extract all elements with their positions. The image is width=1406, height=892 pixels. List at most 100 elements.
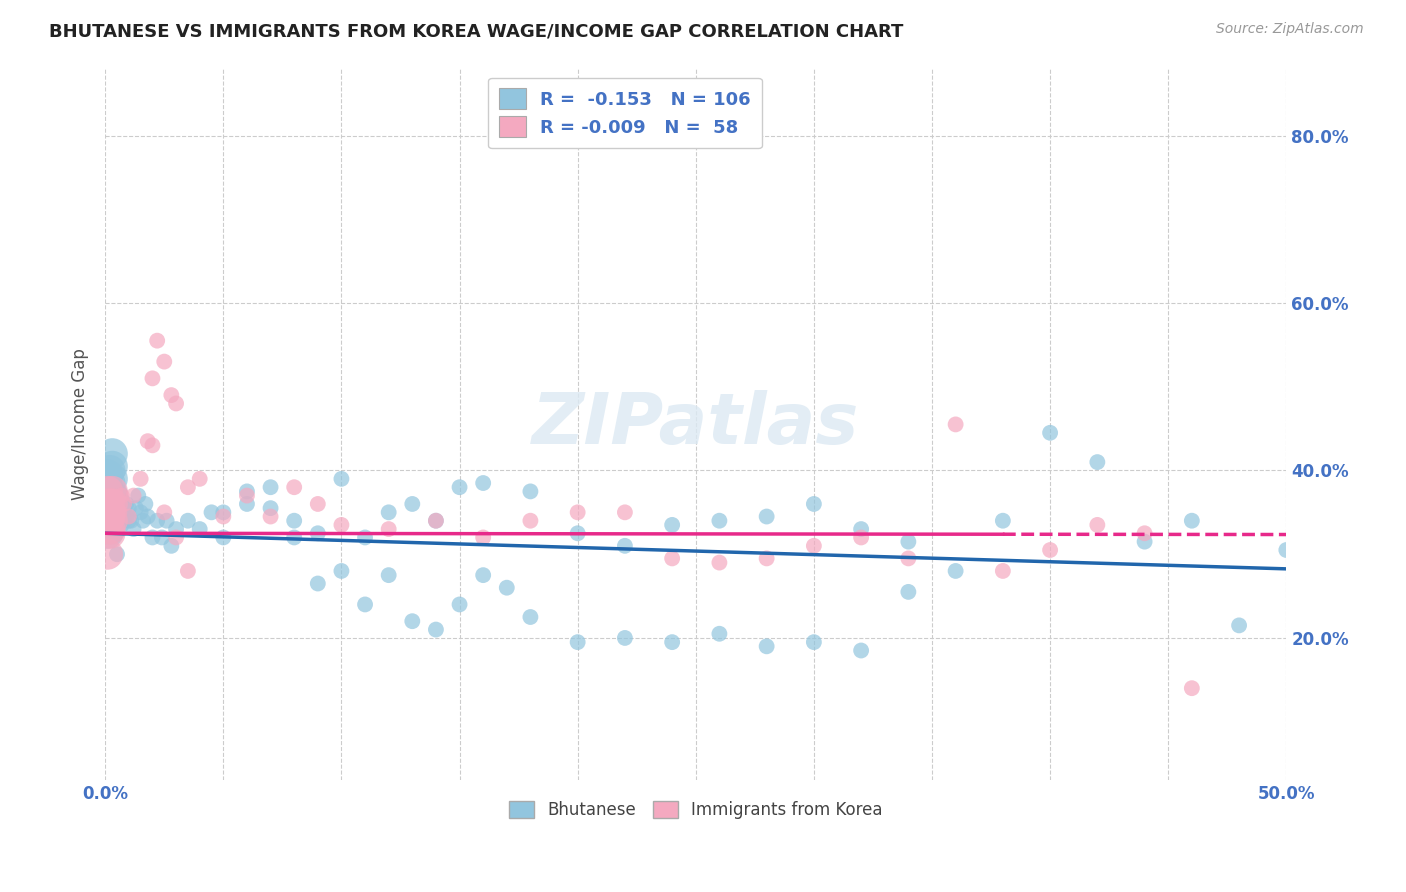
Point: [354, 598, 377, 612]
Point: [156, 514, 179, 528]
Point: [141, 531, 163, 545]
Point: [283, 514, 305, 528]
Point: [803, 539, 825, 553]
Point: [104, 505, 127, 519]
Point: [354, 531, 377, 545]
Point: [150, 531, 173, 545]
Point: [236, 489, 259, 503]
Point: [111, 489, 134, 503]
Point: [849, 643, 872, 657]
Point: [401, 497, 423, 511]
Point: [330, 472, 353, 486]
Point: [98, 476, 121, 491]
Point: [97, 526, 120, 541]
Point: [98, 522, 121, 536]
Point: [97, 514, 120, 528]
Point: [177, 480, 200, 494]
Point: [97, 497, 120, 511]
Point: [108, 505, 131, 519]
Point: [1133, 534, 1156, 549]
Point: [803, 635, 825, 649]
Legend: Bhutanese, Immigrants from Korea: Bhutanese, Immigrants from Korea: [502, 794, 889, 825]
Point: [377, 505, 399, 519]
Point: [330, 517, 353, 532]
Point: [259, 509, 281, 524]
Point: [105, 489, 128, 503]
Point: [519, 610, 541, 624]
Point: [709, 556, 731, 570]
Point: [991, 514, 1014, 528]
Point: [1181, 681, 1204, 696]
Point: [567, 635, 589, 649]
Point: [104, 480, 127, 494]
Point: [1181, 514, 1204, 528]
Point: [567, 526, 589, 541]
Point: [146, 334, 169, 348]
Point: [98, 489, 121, 503]
Point: [97, 489, 120, 503]
Point: [377, 522, 399, 536]
Point: [259, 501, 281, 516]
Point: [188, 522, 211, 536]
Point: [118, 514, 141, 528]
Point: [108, 484, 131, 499]
Point: [112, 501, 135, 516]
Point: [425, 514, 447, 528]
Text: ZIPatlas: ZIPatlas: [531, 390, 859, 458]
Point: [122, 522, 145, 536]
Point: [755, 509, 778, 524]
Point: [153, 354, 176, 368]
Point: [236, 484, 259, 499]
Point: [307, 497, 329, 511]
Y-axis label: Wage/Income Gap: Wage/Income Gap: [72, 349, 89, 500]
Point: [803, 497, 825, 511]
Point: [101, 459, 124, 474]
Point: [177, 514, 200, 528]
Text: Source: ZipAtlas.com: Source: ZipAtlas.com: [1216, 22, 1364, 37]
Point: [755, 551, 778, 566]
Point: [991, 564, 1014, 578]
Point: [129, 472, 152, 486]
Point: [129, 505, 152, 519]
Point: [101, 514, 124, 528]
Point: [122, 489, 145, 503]
Point: [105, 501, 128, 516]
Point: [108, 497, 131, 511]
Point: [897, 534, 920, 549]
Point: [1039, 543, 1062, 558]
Point: [105, 514, 128, 528]
Point: [401, 614, 423, 628]
Point: [101, 501, 124, 516]
Point: [567, 505, 589, 519]
Point: [1227, 618, 1250, 632]
Point: [118, 509, 141, 524]
Point: [259, 480, 281, 494]
Point: [146, 514, 169, 528]
Point: [141, 438, 163, 452]
Point: [111, 492, 134, 507]
Point: [98, 509, 121, 524]
Point: [97, 509, 120, 524]
Point: [897, 551, 920, 566]
Point: [104, 517, 127, 532]
Point: [132, 514, 155, 528]
Point: [108, 509, 131, 524]
Point: [105, 514, 128, 528]
Point: [755, 640, 778, 654]
Point: [97, 480, 120, 494]
Point: [165, 531, 187, 545]
Point: [200, 505, 222, 519]
Point: [177, 564, 200, 578]
Point: [1085, 455, 1108, 469]
Point: [449, 598, 471, 612]
Point: [97, 467, 120, 482]
Point: [125, 501, 148, 516]
Point: [307, 576, 329, 591]
Point: [425, 514, 447, 528]
Point: [330, 564, 353, 578]
Point: [188, 472, 211, 486]
Point: [613, 539, 636, 553]
Point: [613, 505, 636, 519]
Point: [1085, 517, 1108, 532]
Point: [236, 497, 259, 511]
